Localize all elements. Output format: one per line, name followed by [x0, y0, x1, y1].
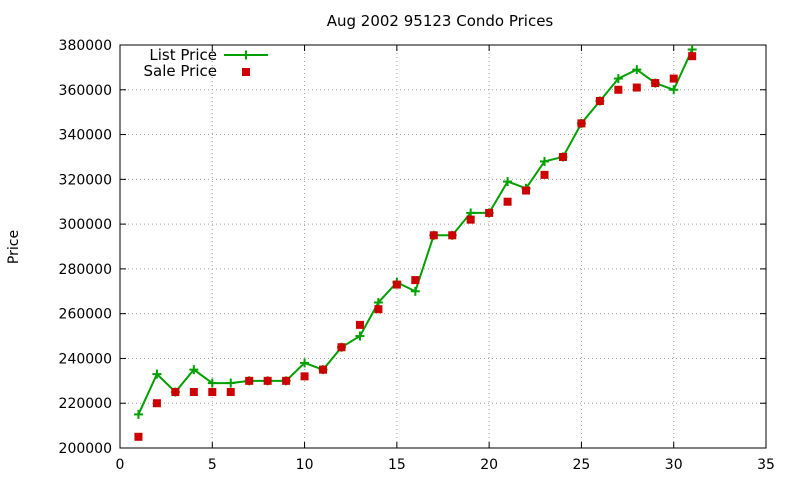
- list-price-point: [632, 65, 642, 75]
- y-tick-label: 260000: [59, 307, 112, 323]
- legend-swatch-square: [242, 68, 250, 76]
- sale-price-point: [540, 170, 549, 179]
- axes: 0 5 10 15 20 25 30 35 200000 220000 240000 260000 28…: [59, 38, 775, 473]
- list-price-point: [207, 378, 217, 388]
- sale-price-point: [651, 79, 660, 88]
- list-price-point: [300, 358, 310, 368]
- list-price-point: [669, 85, 679, 95]
- x-tick-label: 20: [480, 457, 498, 473]
- y-tick-label: 320000: [59, 172, 112, 188]
- sale-price-point: [614, 85, 623, 94]
- y-tick-label: 200000: [59, 441, 112, 457]
- legend-label: List Price: [149, 46, 217, 64]
- plot-frame: [119, 44, 767, 449]
- list-price-point: [133, 409, 143, 419]
- y-axis-label: Price: [6, 230, 22, 264]
- sale-price-point: [152, 399, 161, 408]
- sale-price-point: [208, 388, 217, 397]
- sale-price-point: [282, 376, 291, 385]
- sale-price-point: [392, 280, 401, 289]
- sale-price-point: [337, 343, 346, 352]
- sale-price-point: [429, 231, 438, 240]
- sale-price-point: [189, 388, 198, 397]
- sale-price-point: [411, 276, 420, 285]
- list-price-point: [540, 156, 550, 166]
- sale-price-point: [245, 376, 254, 385]
- x-tick-label: 25: [573, 457, 591, 473]
- sale-price-point: [134, 432, 143, 441]
- sale-price-point: [688, 52, 697, 61]
- list-price-point: [503, 177, 513, 187]
- list-price-point: [152, 369, 162, 379]
- sale-price-point: [466, 215, 475, 224]
- x-tick-label: 5: [208, 457, 217, 473]
- sale-price-point: [485, 208, 494, 217]
- sale-price-point: [448, 231, 457, 240]
- sale-price-point: [595, 96, 604, 105]
- x-tick-label: 10: [296, 457, 314, 473]
- series-line-list-price: [137, 49, 694, 415]
- sale-price-point: [171, 388, 180, 397]
- sale-price-point: [669, 74, 678, 83]
- series-layer: [133, 44, 697, 441]
- sale-price-point: [263, 376, 272, 385]
- list-price-point: [410, 286, 420, 296]
- sale-price-point: [558, 152, 567, 161]
- legend-swatch-plus: [241, 50, 251, 60]
- x-tick-label: 30: [665, 457, 683, 473]
- y-tick-label: 220000: [59, 396, 112, 412]
- x-tick-label: 0: [116, 457, 125, 473]
- sale-price-point: [632, 83, 641, 92]
- sale-price-point: [503, 197, 512, 206]
- legend-label: Sale Price: [144, 62, 217, 80]
- x-tick-label: 15: [388, 457, 406, 473]
- y-tick-label: 340000: [59, 128, 112, 144]
- sale-price-point: [300, 372, 309, 381]
- chart-title: Aug 2002 95123 Condo Prices: [327, 12, 554, 30]
- sale-price-point: [226, 388, 235, 397]
- sale-price-point: [355, 320, 364, 329]
- y-tick-label: 380000: [59, 38, 112, 54]
- sale-price-point: [522, 186, 531, 195]
- sale-price-point: [577, 119, 586, 128]
- y-tick-label: 300000: [59, 217, 112, 233]
- list-price-point: [189, 365, 199, 375]
- sale-price-point: [374, 305, 383, 314]
- x-tick-label: 35: [757, 457, 775, 473]
- y-tick-label: 240000: [59, 351, 112, 367]
- sale-price-point: [319, 365, 328, 374]
- list-price-point: [355, 331, 365, 341]
- y-tick-label: 280000: [59, 262, 112, 278]
- y-tick-label: 360000: [59, 83, 112, 99]
- grid-lines: [120, 45, 766, 448]
- list-price-point: [226, 378, 236, 388]
- list-price-point: [613, 74, 623, 84]
